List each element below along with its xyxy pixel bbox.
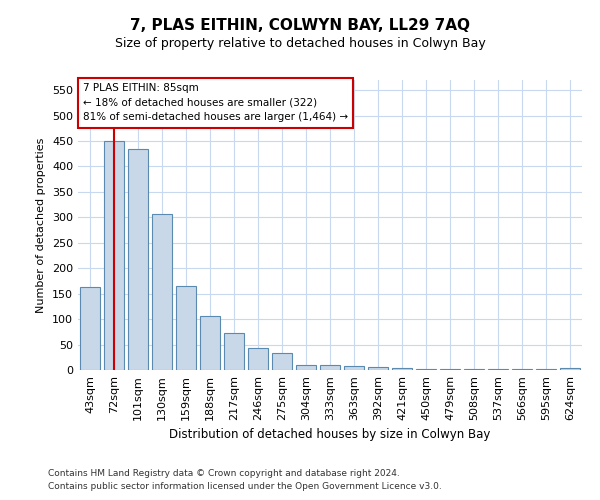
Y-axis label: Number of detached properties: Number of detached properties	[37, 138, 46, 312]
Bar	[200, 316, 220, 370]
Bar	[128, 148, 148, 370]
Bar	[296, 365, 316, 370]
Bar	[104, 141, 124, 370]
Bar	[320, 365, 340, 370]
Bar	[440, 369, 460, 370]
Bar	[560, 368, 580, 370]
Bar	[176, 286, 196, 370]
Bar	[272, 353, 292, 370]
Text: Contains public sector information licensed under the Open Government Licence v3: Contains public sector information licen…	[48, 482, 442, 491]
Text: 7 PLAS EITHIN: 85sqm
← 18% of detached houses are smaller (322)
81% of semi-deta: 7 PLAS EITHIN: 85sqm ← 18% of detached h…	[83, 83, 348, 122]
X-axis label: Distribution of detached houses by size in Colwyn Bay: Distribution of detached houses by size …	[169, 428, 491, 442]
Text: Contains HM Land Registry data © Crown copyright and database right 2024.: Contains HM Land Registry data © Crown c…	[48, 469, 400, 478]
Bar	[80, 287, 100, 370]
Text: 7, PLAS EITHIN, COLWYN BAY, LL29 7AQ: 7, PLAS EITHIN, COLWYN BAY, LL29 7AQ	[130, 18, 470, 32]
Bar	[152, 214, 172, 370]
Bar	[344, 366, 364, 370]
Bar	[392, 368, 412, 370]
Bar	[248, 348, 268, 370]
Bar	[416, 369, 436, 370]
Bar	[224, 333, 244, 370]
Bar	[368, 368, 388, 370]
Text: Size of property relative to detached houses in Colwyn Bay: Size of property relative to detached ho…	[115, 38, 485, 51]
Bar	[464, 369, 484, 370]
